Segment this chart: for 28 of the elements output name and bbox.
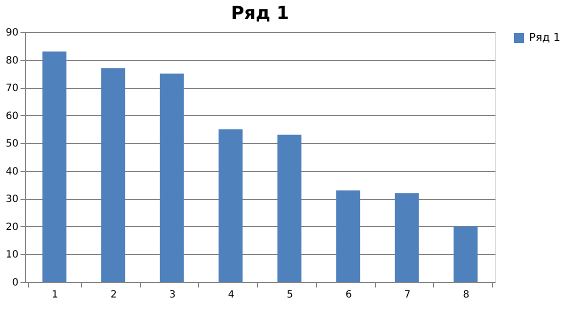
y-tick-label: 0 (12, 278, 18, 288)
x-tick-label: 1 (52, 290, 58, 300)
y-tick-label: 60 (6, 110, 18, 122)
y-tick-label: 80 (6, 55, 18, 66)
y-tick-label: 70 (6, 83, 18, 94)
x-tick-label: 2 (110, 290, 117, 300)
bar (160, 74, 184, 282)
bar (336, 190, 360, 282)
bar (454, 226, 478, 282)
y-tick-label: 10 (6, 250, 18, 261)
y-tick-label: 30 (6, 194, 18, 206)
legend-label: Ряд 1 (529, 31, 560, 44)
y-tick-label: 20 (6, 222, 18, 233)
x-tick-label: 6 (345, 290, 352, 300)
bar (101, 68, 126, 282)
bar (42, 51, 66, 282)
x-tick-label: 4 (228, 290, 234, 300)
y-tick-label: 40 (6, 166, 18, 178)
y-tick-label: 90 (6, 28, 18, 38)
x-tick-label: 8 (462, 290, 470, 300)
x-tick-label: 7 (404, 290, 411, 300)
y-tick-label: 50 (6, 138, 18, 150)
bar (218, 129, 243, 282)
bar (394, 193, 419, 282)
bar (277, 134, 302, 282)
chart-title: Ряд 1 (230, 3, 290, 24)
x-tick-label: 5 (286, 290, 294, 300)
x-tick-label: 3 (169, 290, 176, 300)
